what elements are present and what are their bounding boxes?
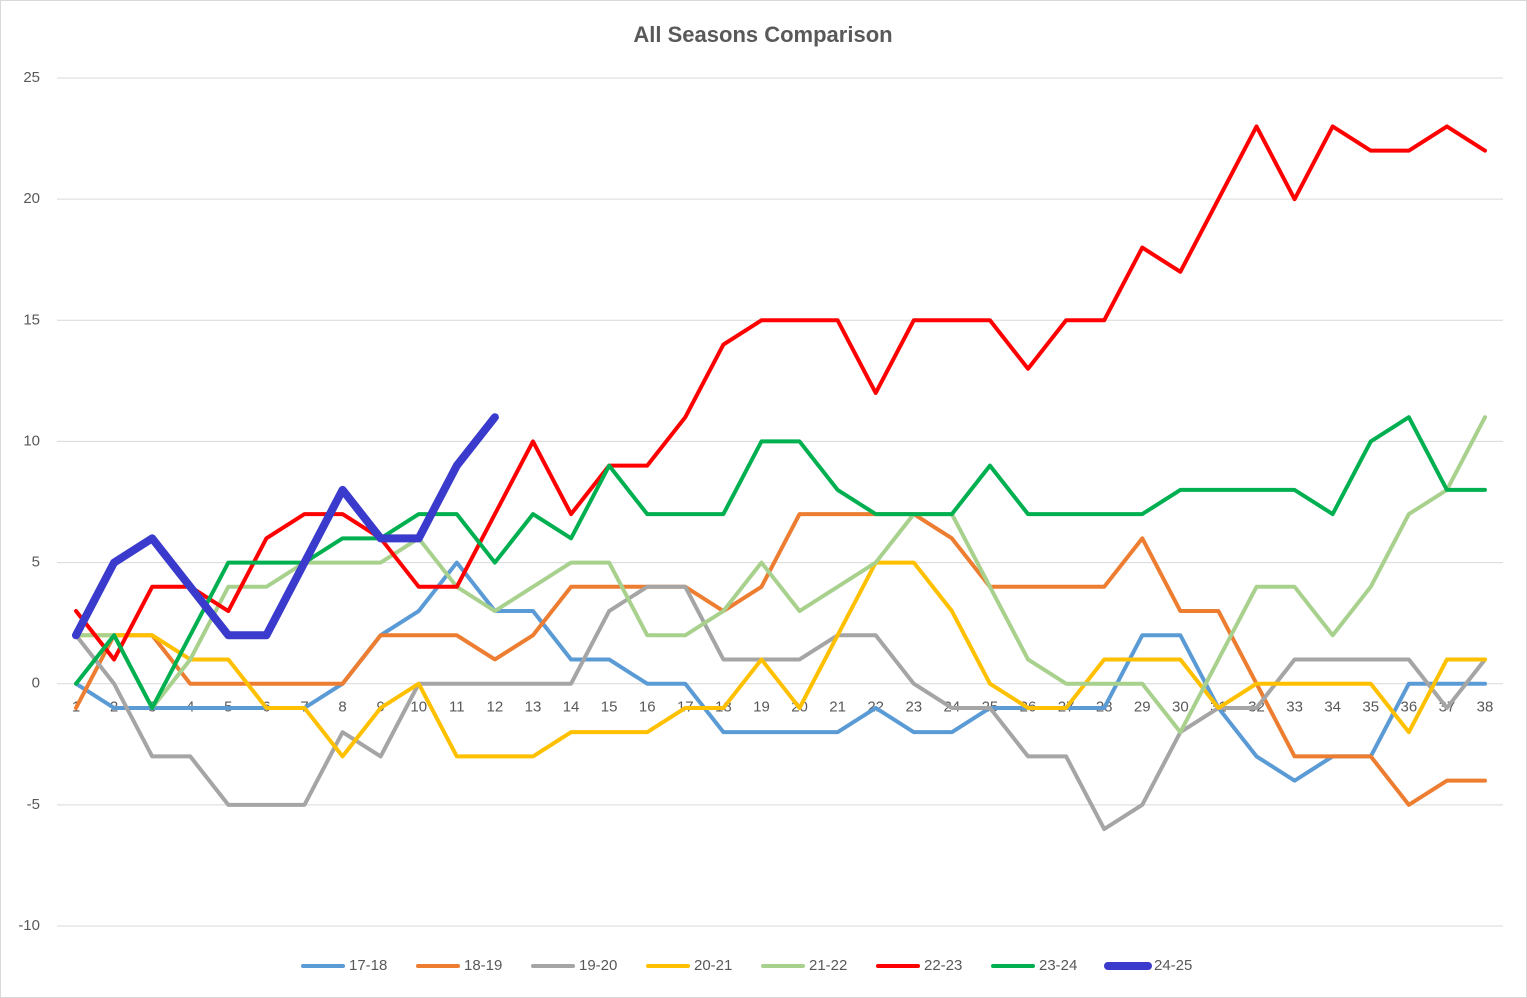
- y-tick-label: 10: [23, 432, 40, 449]
- x-tick-label: 38: [1477, 699, 1494, 716]
- legend-label: 17-18: [349, 957, 387, 974]
- y-tick-label: -5: [27, 796, 40, 813]
- x-tick-label: 12: [487, 699, 504, 716]
- y-tick-label: 15: [23, 311, 40, 328]
- series-line: [74, 415, 1487, 735]
- y-tick-label: 5: [32, 554, 40, 571]
- legend-label: 20-21: [694, 957, 732, 974]
- x-tick-label: 15: [601, 699, 618, 716]
- y-tick-label: -10: [18, 917, 40, 934]
- x-tick-label: 33: [1286, 699, 1303, 716]
- x-tick-label: 13: [525, 699, 542, 716]
- x-tick-label: 14: [563, 699, 580, 716]
- series-line: [74, 560, 1487, 783]
- x-tick-label: 21: [829, 699, 846, 716]
- legend-label: 24-25: [1154, 957, 1192, 974]
- series-line: [74, 560, 1487, 759]
- legend-label: 23-24: [1039, 957, 1077, 974]
- x-tick-label: 19: [753, 699, 770, 716]
- legend-label: 22-23: [924, 957, 962, 974]
- series-line: [74, 124, 1487, 662]
- x-tick-label: 36: [1400, 699, 1417, 716]
- chart-title: All Seasons Comparison: [633, 22, 892, 47]
- x-tick-label: 11: [449, 699, 465, 716]
- x-tick-label: 34: [1324, 699, 1341, 716]
- legend-label: 21-22: [809, 957, 847, 974]
- y-tick-label: 0: [32, 675, 40, 692]
- x-tick-label: 23: [905, 699, 922, 716]
- y-tick-label: 20: [23, 190, 40, 207]
- x-tick-label: 35: [1362, 699, 1379, 716]
- legend-label: 18-19: [464, 957, 502, 974]
- x-tick-label: 8: [338, 699, 346, 716]
- x-tick-label: 10: [410, 699, 427, 716]
- x-tick-label: 16: [639, 699, 656, 716]
- x-tick-label: 29: [1134, 699, 1151, 716]
- series-line: [74, 512, 1487, 807]
- x-tick-label: 30: [1172, 699, 1189, 716]
- y-tick-label: 25: [23, 69, 40, 86]
- series-line: [74, 584, 1487, 832]
- legend-label: 19-20: [579, 957, 617, 974]
- series-line: [72, 413, 499, 640]
